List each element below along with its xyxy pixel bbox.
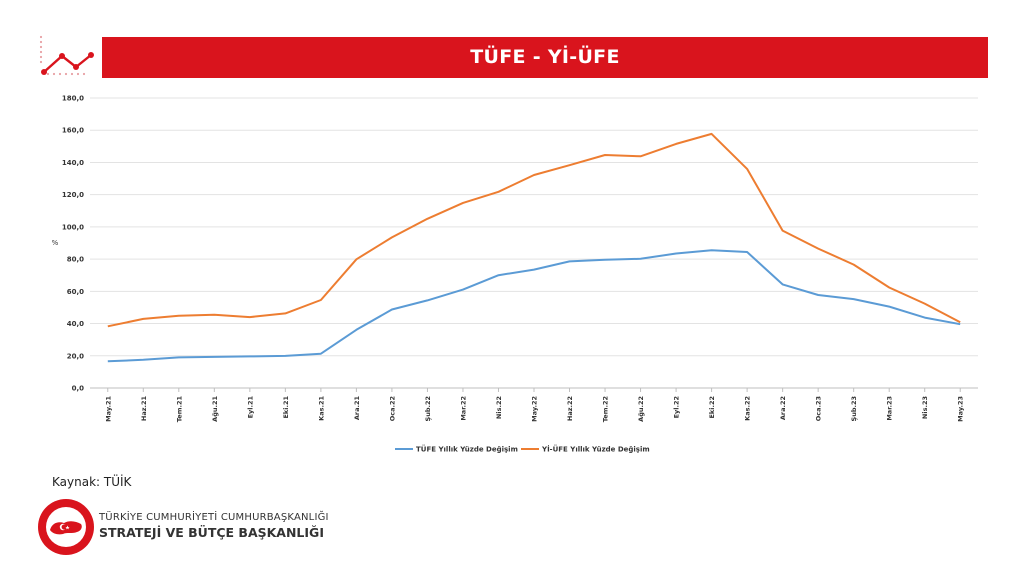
grid-lines bbox=[90, 97, 978, 389]
y-tick-label: 20,0 bbox=[67, 352, 84, 360]
trend-line-icon bbox=[39, 35, 94, 76]
x-tick-label: Eki.21 bbox=[282, 396, 290, 419]
x-tick-label: Ağu.21 bbox=[211, 396, 219, 422]
presidency-seal-logo bbox=[38, 499, 94, 555]
legend: TÜFE Yıllık Yüzde Değişim Yİ-ÜFE Yıllık Y… bbox=[395, 445, 650, 454]
y-tick-label: 40,0 bbox=[67, 320, 84, 328]
x-tick-label: Haz.21 bbox=[140, 396, 148, 422]
x-tick-label: Kas.21 bbox=[317, 396, 325, 421]
source-note: Kaynak: TÜİK bbox=[52, 475, 132, 489]
x-tick-label: Oca.22 bbox=[388, 396, 396, 421]
title-bar: TÜFE - Yİ-ÜFE bbox=[102, 37, 988, 78]
legend-label: TÜFE Yıllık Yüzde Değişim bbox=[416, 445, 518, 454]
x-tick-label: Nis.23 bbox=[921, 396, 929, 419]
x-tick-label: May.23 bbox=[957, 396, 965, 422]
x-tick-label: Ara.21 bbox=[353, 396, 361, 421]
x-tick-label: Şub.23 bbox=[850, 396, 858, 421]
x-tick-label: Tem.21 bbox=[175, 396, 183, 423]
y-tick-labels: 0,0 20,0 40,0 60,0 80,0 100,0 120,0 140,0 160,0 1… bbox=[62, 95, 84, 393]
y-tick-label: 160,0 bbox=[62, 127, 84, 135]
y-tick-label: 100,0 bbox=[62, 223, 84, 231]
x-tick-label: Tem.22 bbox=[602, 396, 610, 422]
x-tick-label: May.21 bbox=[104, 396, 112, 422]
y-tick-label: 180,0 bbox=[62, 95, 84, 103]
x-tick-label: Ara.22 bbox=[779, 396, 787, 420]
x-tick-label: Mar.23 bbox=[886, 396, 894, 421]
org-name-line2: STRATEJİ VE BÜTÇE BAŞKANLIĞI bbox=[99, 525, 324, 540]
x-tick-label: Nis.22 bbox=[495, 396, 503, 419]
x-tick-label: Şub.22 bbox=[424, 396, 432, 421]
x-tick-label: Haz.22 bbox=[566, 396, 574, 421]
series-lines bbox=[107, 132, 961, 363]
y-axis-label: % bbox=[52, 239, 59, 247]
y-tick-label: 140,0 bbox=[62, 159, 84, 167]
y-tick-label: 120,0 bbox=[62, 191, 84, 199]
x-tick-label: May.22 bbox=[531, 396, 539, 422]
y-tick-label: 60,0 bbox=[67, 288, 84, 296]
x-tick-label: Oca.23 bbox=[815, 396, 823, 421]
x-tick-label: Eki.22 bbox=[708, 396, 716, 419]
x-tick-label: Eyl.21 bbox=[246, 396, 254, 419]
legend-label: Yİ-ÜFE Yıllık Yüzde Değişim bbox=[541, 445, 650, 454]
y-tick-label: 0,0 bbox=[72, 385, 85, 393]
x-tick-labels: May.21 Haz.21 Tem.21 Ağu.21 Eyl.21 Eki.21 Kas.… bbox=[104, 388, 965, 423]
series-line-2 bbox=[107, 132, 961, 328]
x-tick-label: Mar.22 bbox=[459, 396, 467, 421]
org-name-line1: TÜRKİYE CUMHURİYETİ CUMHURBAŞKANLIĞI bbox=[99, 512, 329, 523]
x-tick-label: Kas.22 bbox=[744, 396, 752, 421]
page-title: TÜFE - Yİ-ÜFE bbox=[470, 46, 620, 68]
x-tick-label: Ağu.22 bbox=[637, 396, 645, 422]
y-tick-label: 80,0 bbox=[67, 256, 84, 264]
series-line-1 bbox=[107, 249, 961, 363]
x-tick-label: Eyl.22 bbox=[673, 396, 681, 418]
